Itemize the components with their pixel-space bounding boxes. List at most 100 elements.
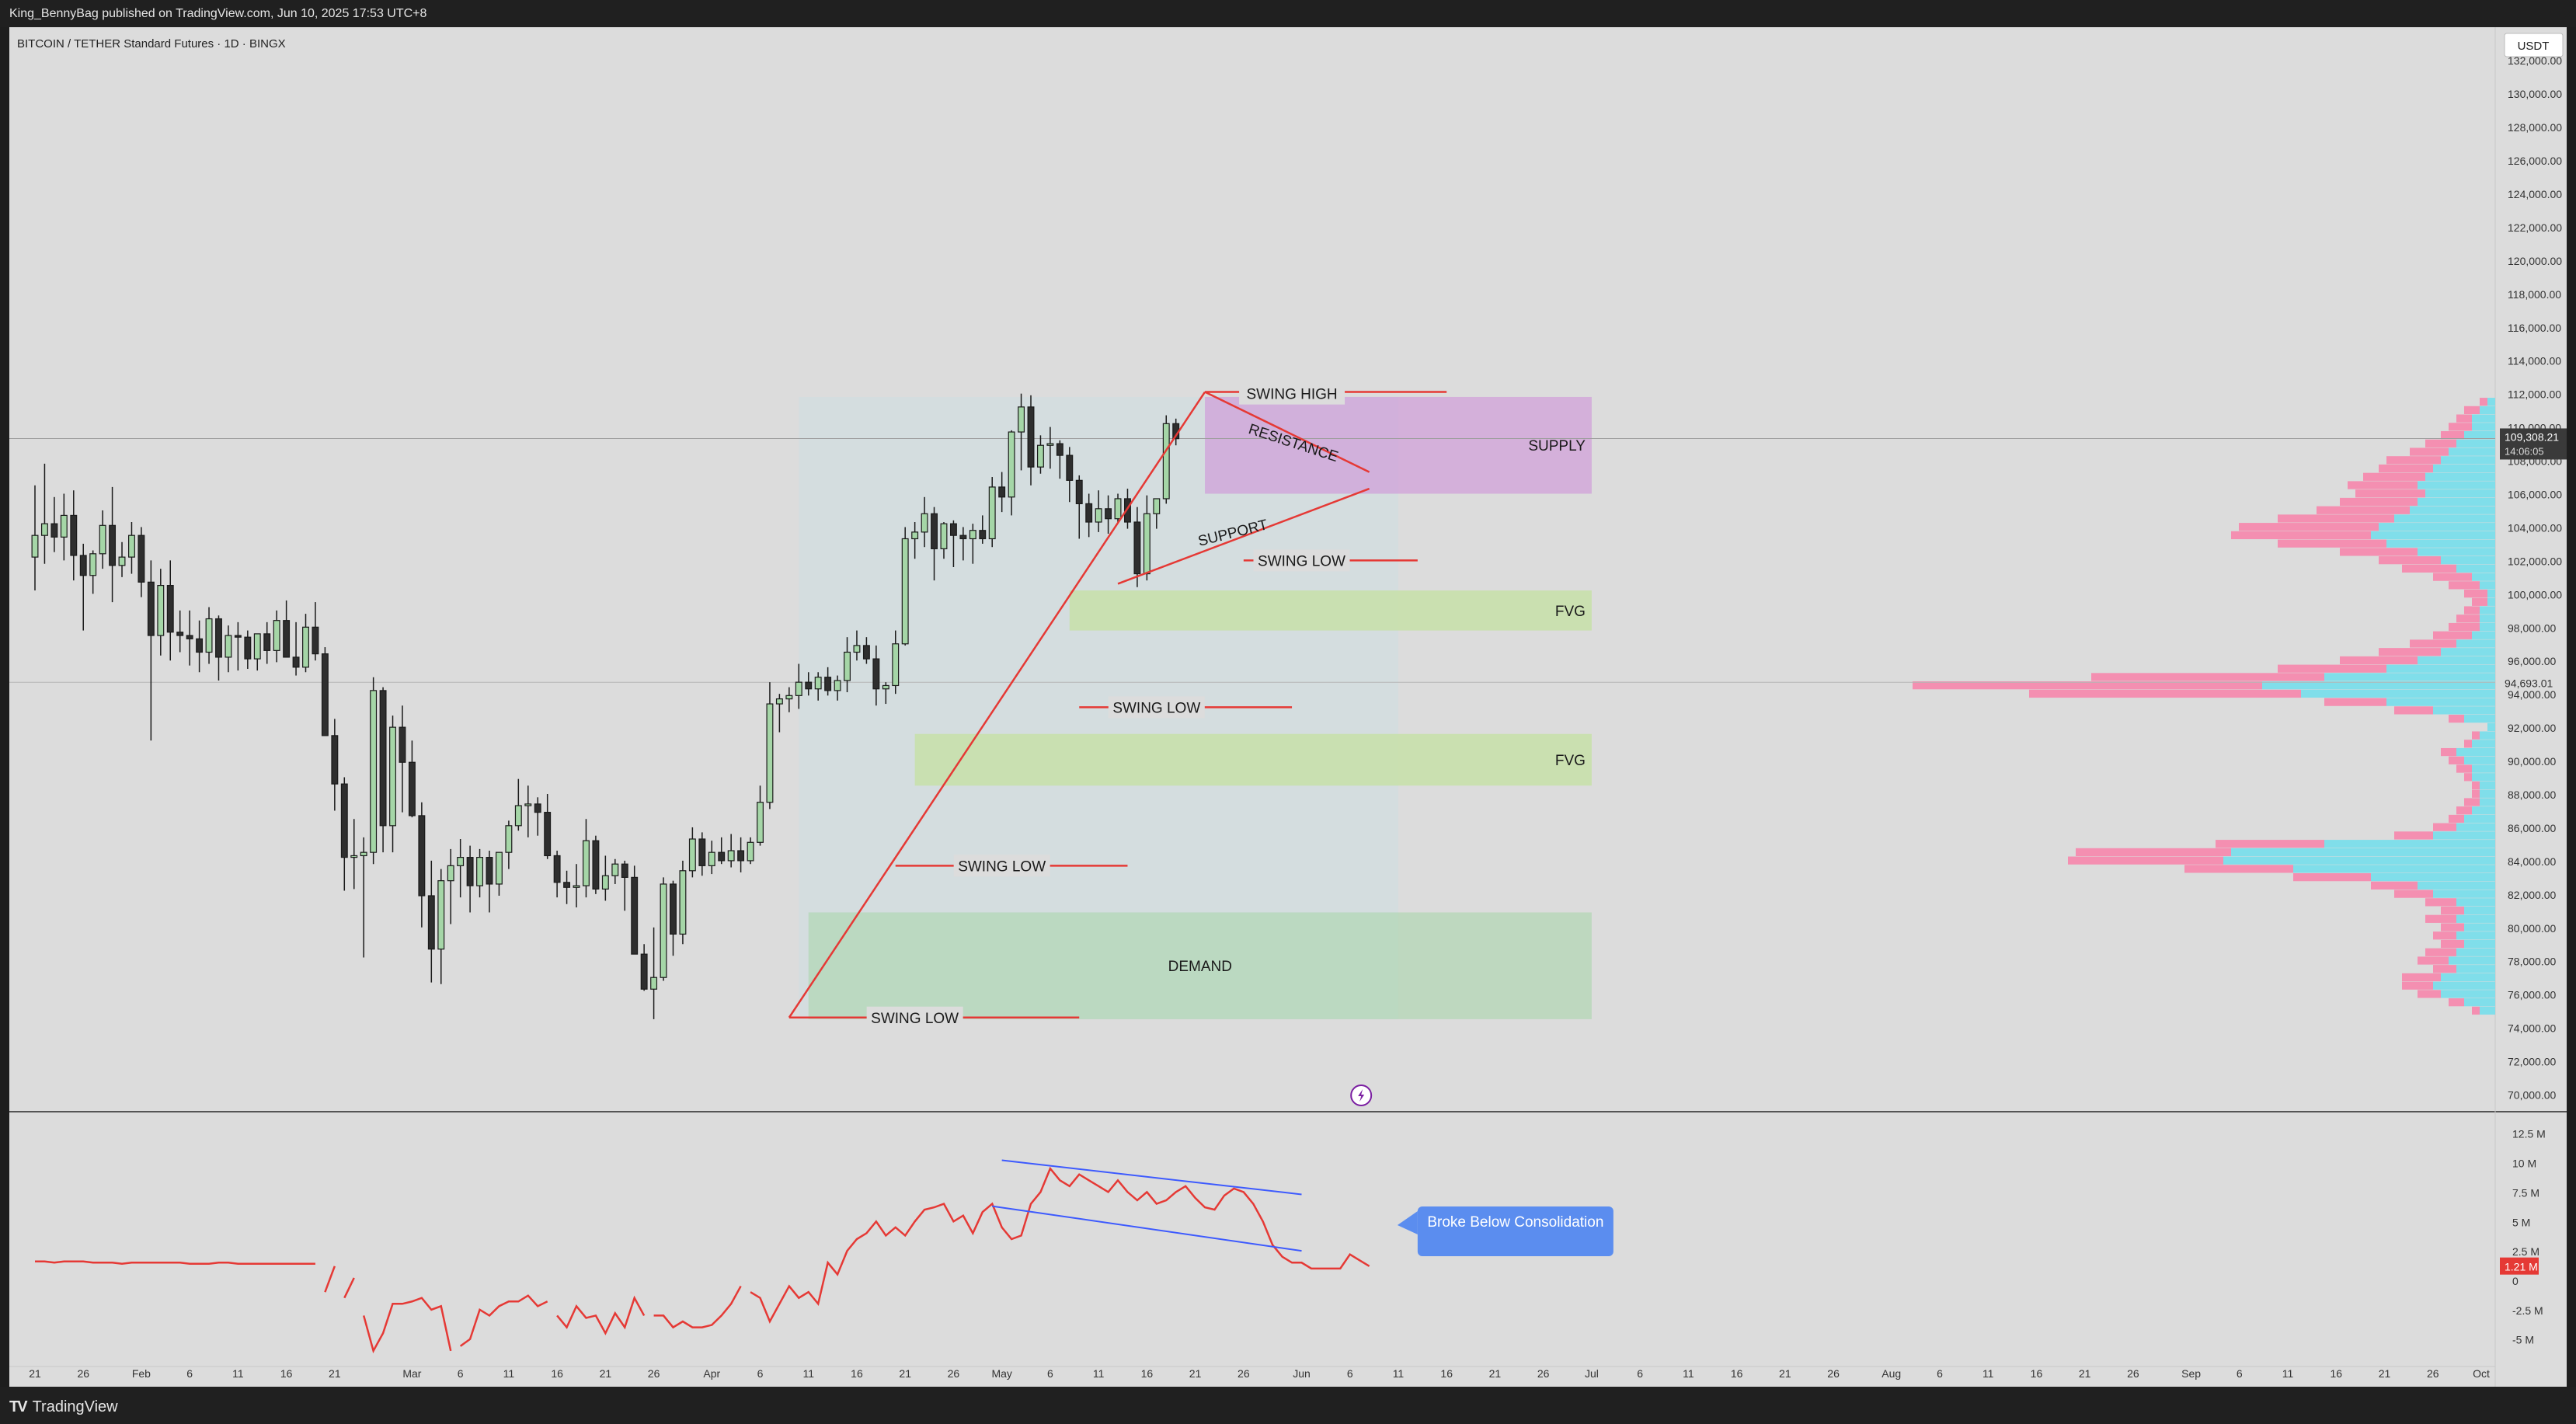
candle-body [573, 885, 580, 888]
price-axis-label: 120,000.00 [2508, 255, 2562, 267]
volume-profile-sell-bar [2433, 965, 2456, 973]
volume-profile-buy-bar [2433, 890, 2495, 898]
oscillator-axis-label: -2.5 M [2512, 1304, 2543, 1317]
time-axis-label: 11 [2282, 1367, 2294, 1380]
annotation-label-bg [1253, 549, 1350, 572]
annotation-label: SWING HIGH [1246, 387, 1337, 403]
volume-profile-buy-bar [2433, 706, 2495, 715]
candle-body [1027, 406, 1035, 468]
oscillator-line [362, 1297, 452, 1354]
annotation-label-bg [1108, 696, 1205, 719]
candle-body [670, 883, 677, 935]
candle-body [775, 698, 783, 705]
candle-body [805, 681, 813, 690]
candle-body [273, 620, 280, 651]
candle-body [1075, 479, 1083, 504]
volume-profile-buy-bar [2441, 456, 2495, 465]
oscillator-value-tag [2500, 1257, 2539, 1275]
candle-body [650, 977, 658, 990]
reference-level-label: 94,693.01 [2505, 677, 2553, 689]
volume-profile-buy-bar [2418, 881, 2495, 890]
annotation-label: SWING LOW [958, 858, 1046, 875]
candle-body [969, 530, 976, 540]
volume-profile-buy-bar [2410, 506, 2495, 514]
candle-body [118, 556, 126, 566]
time-axis-label: 16 [1440, 1367, 1453, 1380]
price-axis-label: 92,000.00 [2508, 722, 2556, 734]
volume-profile-sell-bar [2472, 731, 2480, 740]
candle-body [321, 653, 329, 736]
candle-body [524, 803, 532, 806]
time-axis-label: 6 [1937, 1367, 1943, 1380]
volume-profile-sell-bar [2464, 589, 2487, 598]
oscillator-value-label: 1.21 M [2505, 1261, 2538, 1273]
volume-profile-sell-bar [2340, 548, 2418, 556]
volume-profile-sell-bar [2441, 923, 2464, 931]
volume-profile-buy-bar [2449, 956, 2495, 965]
time-axis-label: 6 [186, 1367, 193, 1380]
volume-profile-sell-bar [2076, 848, 2231, 857]
volume-profile-buy-bar [2456, 639, 2495, 648]
currency-button[interactable] [2504, 33, 2564, 57]
price-axis-label: 70,000.00 [2508, 1089, 2556, 1102]
volume-profile-buy-bar [2433, 464, 2495, 473]
volume-profile-sell-bar [2464, 406, 2480, 415]
price-axis-label: 104,000.00 [2508, 521, 2562, 534]
volume-profile-buy-bar [2480, 615, 2495, 623]
time-axis-label: Oct [2473, 1367, 2490, 1380]
candle-body [147, 581, 155, 636]
volume-profile-sell-bar [2433, 573, 2472, 581]
time-axis-label: 16 [280, 1367, 293, 1380]
volume-profile-sell-bar [2449, 423, 2472, 431]
volume-profile-sell-bar [2355, 489, 2425, 498]
volume-profile-buy-bar [2487, 589, 2495, 598]
volume-profile-buy-bar [2418, 548, 2495, 556]
volume-profile-sell-bar [2456, 414, 2472, 423]
candle-body [50, 523, 58, 538]
tradingview-brand: TradingView [32, 1398, 118, 1415]
price-chart-svg[interactable]: SUPPLY FVG FVG DEMAND SWING HIGH SWING LOW SWI… [9, 27, 2567, 1387]
time-axis-label: 11 [1393, 1367, 1405, 1380]
volume-profile-buy-bar [2418, 656, 2495, 665]
volume-profile-sell-bar [2184, 865, 2293, 873]
candle-body [234, 635, 242, 638]
candle-body [785, 695, 793, 700]
volume-profile-sell-bar [2371, 881, 2418, 890]
candle-body [253, 633, 261, 660]
chart-area[interactable]: SUPPLY FVG FVG DEMAND SWING HIGH SWING LOW SWI… [9, 27, 2567, 1387]
current-price-label: 109,308.21 [2505, 430, 2559, 443]
zone-label: FVG [1555, 753, 1586, 769]
oscillator-line [324, 1266, 336, 1293]
candle-body [688, 838, 696, 872]
reference-level-tag [2500, 674, 2567, 691]
time-axis-label: 16 [851, 1367, 863, 1380]
volume-profile-buy-bar [2456, 931, 2495, 940]
zone-label: DEMAND [1168, 959, 1232, 975]
volume-profile-sell-bar [2293, 873, 2371, 882]
time-axis-label: Feb [132, 1367, 151, 1380]
candle-body [60, 514, 68, 538]
volume-profile-sell-bar [2456, 615, 2480, 623]
time-axis-label: 16 [2031, 1367, 2043, 1380]
time-axis-label: 21 [29, 1367, 41, 1380]
price-axis-label: 130,000.00 [2508, 88, 2562, 100]
price-axis-label: 98,000.00 [2508, 621, 2556, 634]
volume-profile-sell-bar [2464, 773, 2472, 782]
candle-body [757, 802, 764, 843]
oscillator-line [459, 1294, 548, 1347]
price-axis-label: 128,000.00 [2508, 121, 2562, 134]
tradingview-logo[interactable]: TV TradingView [9, 1398, 118, 1416]
candle-body [70, 514, 78, 556]
oscillator-axis-label: 2.5 M [2512, 1245, 2539, 1258]
candle-body [495, 851, 503, 885]
volume-profile-sell-bar [2425, 439, 2456, 447]
volume-profile-sell-bar [2348, 481, 2418, 489]
volume-profile-buy-bar [2480, 606, 2495, 615]
volume-profile-sell-bar [2472, 597, 2487, 606]
candle-body [79, 555, 87, 576]
volume-profile-sell-bar [2472, 1006, 2480, 1015]
volume-profile-buy-bar [2480, 581, 2495, 590]
volume-profile-sell-bar [2410, 639, 2456, 648]
candle-body [1008, 431, 1015, 498]
oscillator-axis-label: 10 M [2512, 1158, 2536, 1170]
